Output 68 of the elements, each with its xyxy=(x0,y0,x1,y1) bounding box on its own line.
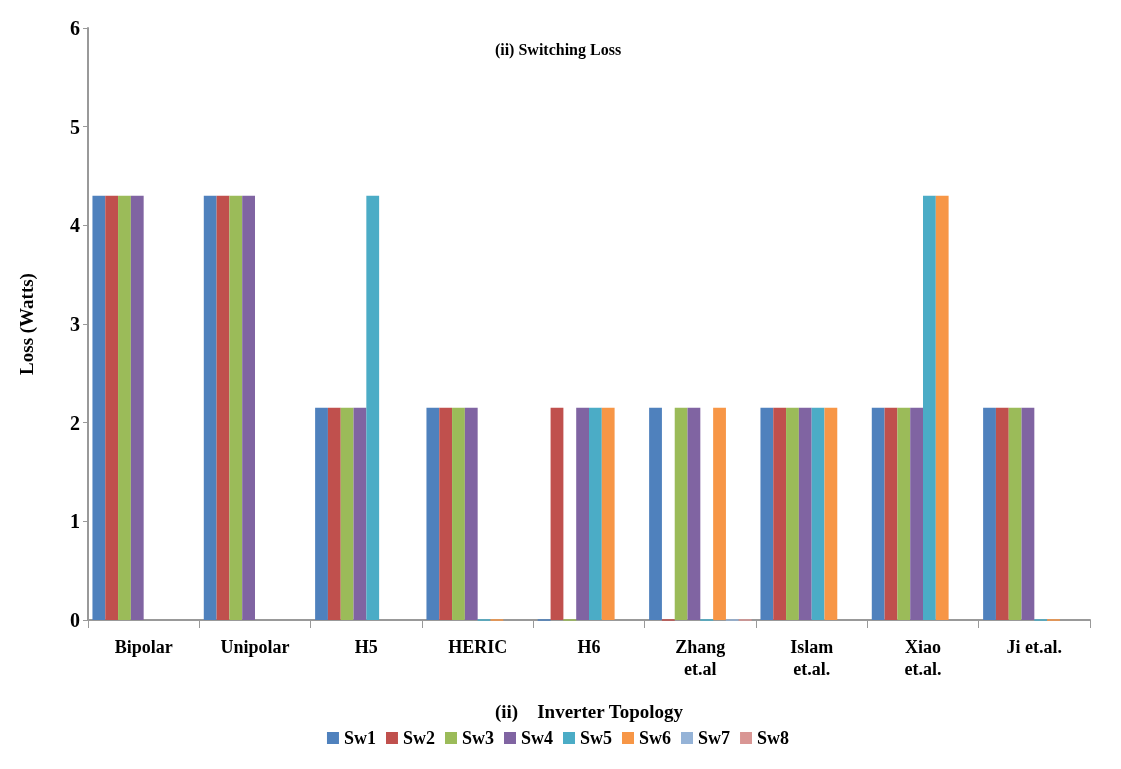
y-tick-label: 3 xyxy=(70,313,80,335)
bar xyxy=(105,195,119,620)
x-tick-label: Ji et.al. xyxy=(1006,637,1063,657)
y-axis-title: Loss (Watts) xyxy=(16,273,38,375)
bar xyxy=(203,195,217,620)
bar xyxy=(550,407,564,620)
bar xyxy=(315,407,328,620)
y-tick-label: 6 xyxy=(70,17,80,39)
x-tick-label: HERIC xyxy=(448,637,508,657)
bar xyxy=(674,407,688,620)
bar xyxy=(426,407,440,620)
bar xyxy=(773,407,787,620)
legend-label: Sw4 xyxy=(520,728,554,748)
x-tick-label: H6 xyxy=(577,637,601,657)
legend-label: Sw7 xyxy=(698,728,731,748)
bar xyxy=(824,407,838,620)
bar xyxy=(760,407,774,620)
x-tick-label: Xiao et.al. xyxy=(904,637,942,679)
y-tick-label: 4 xyxy=(70,214,80,237)
bar xyxy=(687,407,701,620)
legend-label: Sw2 xyxy=(402,728,435,748)
bar xyxy=(935,195,949,620)
bar xyxy=(340,407,354,620)
bar xyxy=(366,195,380,620)
bar xyxy=(649,407,662,620)
bar xyxy=(1008,407,1022,620)
bar xyxy=(601,407,615,620)
bar xyxy=(1021,407,1035,620)
legend-label: Sw5 xyxy=(580,728,613,748)
y-tick-label: 2 xyxy=(70,411,80,434)
x-tick-label: Zhang et.al xyxy=(675,637,726,679)
y-tick-label: 5 xyxy=(70,115,80,138)
bar xyxy=(242,195,255,620)
bar xyxy=(897,407,911,620)
x-tick-label: Islam et.al. xyxy=(790,637,834,679)
x-tick-label: H5 xyxy=(354,637,378,657)
bar xyxy=(811,407,825,620)
x-tick-label: Bipolar xyxy=(114,637,173,657)
bar xyxy=(884,407,898,620)
bar xyxy=(130,195,144,620)
x-axis-title: (ii) Inverter Topology xyxy=(494,701,684,723)
legend-label: Sw1 xyxy=(343,728,376,748)
bar xyxy=(216,195,230,620)
text: (ii) Switching Loss xyxy=(494,40,622,59)
y-tick-label: 0 xyxy=(70,609,80,631)
bar xyxy=(871,407,885,620)
bar xyxy=(327,407,341,620)
bar xyxy=(92,195,106,620)
legend-label: Sw6 xyxy=(639,728,672,748)
y-tick-label: 1 xyxy=(70,510,80,533)
bar xyxy=(910,407,923,620)
x-tick-label: Unipolar xyxy=(220,637,290,657)
bar xyxy=(439,407,453,620)
bar xyxy=(353,407,367,620)
bar xyxy=(229,195,243,620)
bar xyxy=(589,407,602,620)
legend-label: Sw3 xyxy=(461,728,494,748)
legend-label: Sw8 xyxy=(757,728,790,748)
bar xyxy=(452,407,465,620)
bar xyxy=(464,407,478,620)
bar xyxy=(798,407,812,620)
bar xyxy=(923,195,936,620)
bar xyxy=(995,407,1009,620)
bar xyxy=(713,407,726,620)
bar xyxy=(576,407,589,620)
bar xyxy=(983,407,996,620)
bar xyxy=(118,195,131,620)
bar xyxy=(786,407,799,620)
